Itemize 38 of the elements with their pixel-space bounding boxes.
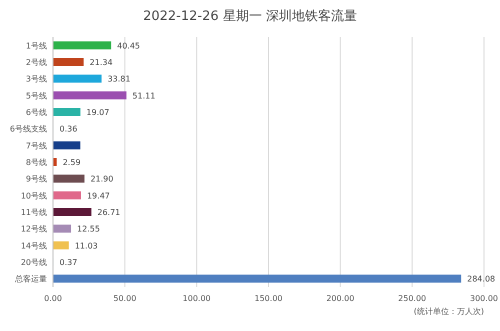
data-label: 0.36 xyxy=(60,124,78,134)
data-label: 26.71 xyxy=(97,208,120,217)
y-tick-label: 9号线 xyxy=(26,174,47,184)
data-label: 0.37 xyxy=(60,258,78,267)
y-tick-label: 3号线 xyxy=(26,74,47,84)
x-tick-label: 200.00 xyxy=(326,294,354,303)
data-label: 21.34 xyxy=(90,58,113,67)
x-tick-label: 0.00 xyxy=(44,294,62,303)
x-tick-label: 50.00 xyxy=(113,294,136,303)
x-tick-label: 250.00 xyxy=(398,294,426,303)
y-tick-label: 总客运量 xyxy=(14,274,47,284)
data-label: 33.81 xyxy=(108,74,130,84)
x-tick-label: 150.00 xyxy=(254,294,282,303)
data-label: 2.59 xyxy=(62,158,81,167)
y-tick-label: 10号线 xyxy=(20,191,47,200)
y-tick-label: 11号线 xyxy=(20,208,47,217)
data-label: 284.08 xyxy=(467,274,496,284)
data-label: 12.55 xyxy=(77,224,100,234)
data-label: 21.90 xyxy=(90,174,114,184)
y-tick-label: 14号线 xyxy=(20,241,47,250)
x-tick-label: 300.00 xyxy=(470,294,498,303)
x-tick-label: 100.00 xyxy=(182,294,211,303)
data-label: 51.11 xyxy=(132,91,156,100)
chart-title: 2022-12-26 星期一 深圳地铁客流量 xyxy=(143,8,357,24)
text: (统计单位：万人次) xyxy=(414,307,484,316)
y-tick-label: 1号线 xyxy=(26,41,47,50)
y-tick-label: 5号线 xyxy=(26,91,47,100)
data-label: 40.45 xyxy=(117,41,140,50)
y-tick-label: 20号线 xyxy=(20,258,47,267)
y-tick-label: 6号线支线 xyxy=(10,124,47,134)
data-label: 11.03 xyxy=(74,241,98,250)
data-label: 19.07 xyxy=(86,108,110,117)
y-tick-label: 12号线 xyxy=(20,224,47,234)
data-label: 19.47 xyxy=(86,191,110,200)
y-tick-label: 8号线 xyxy=(26,158,47,167)
y-tick-label: 7号线 xyxy=(26,141,47,150)
y-tick-label: 2号线 xyxy=(26,58,47,67)
y-tick-label: 6号线 xyxy=(26,108,47,117)
